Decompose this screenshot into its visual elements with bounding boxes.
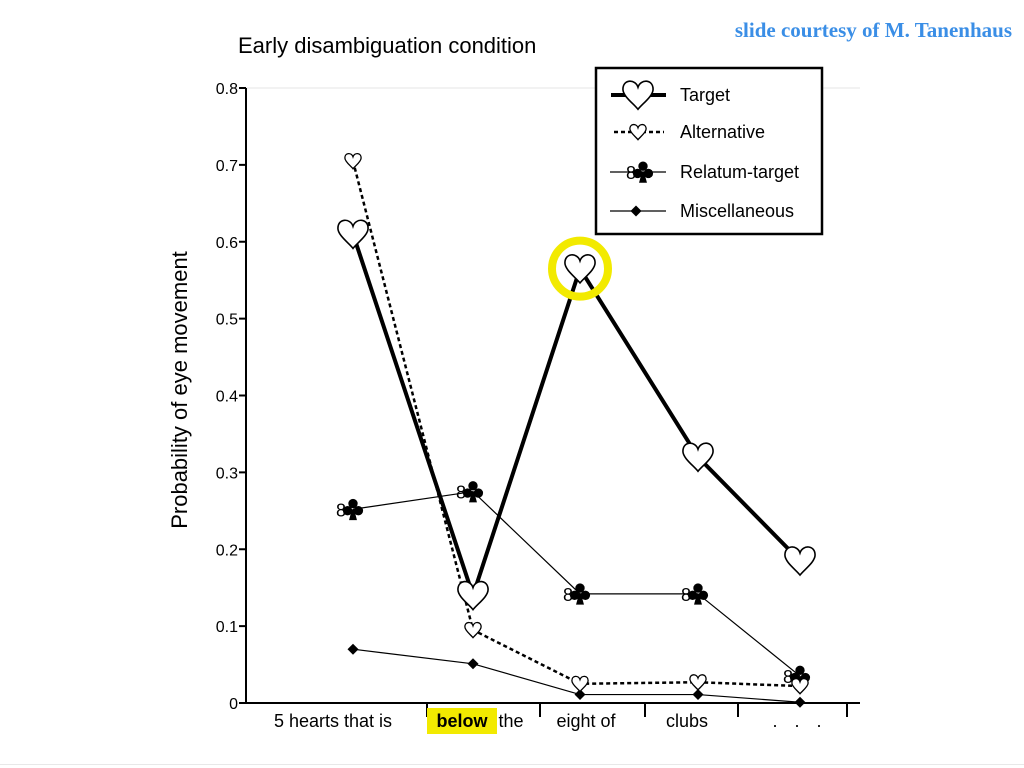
legend-marker-miscellaneous — [630, 205, 642, 217]
marker-alternative — [344, 152, 362, 170]
x-category-label: . . . — [772, 711, 827, 731]
y-tick-label: 0.6 — [216, 235, 238, 252]
marker-target — [337, 219, 369, 250]
legend-marker-target — [622, 80, 654, 111]
marker-relatum-target: 8 — [681, 583, 709, 605]
series-line-relatum-target — [352, 490, 801, 677]
marker-miscellaneous — [574, 689, 586, 701]
marker-target — [564, 254, 596, 285]
y-tick-label: 0.8 — [216, 81, 238, 98]
marker-relatum-target: 8 — [563, 583, 591, 605]
marker-relatum-target: 8 — [336, 498, 364, 520]
highlight-circle — [548, 236, 612, 301]
y-tick-label: 0 — [229, 696, 238, 713]
marker-alternative — [791, 678, 809, 695]
legend-label: Alternative — [680, 122, 765, 142]
marker-target — [784, 546, 816, 577]
series-line-target — [351, 233, 802, 602]
marker-alternative — [689, 674, 707, 692]
plot-area: 0 0.1 0.2 0.3 0.4 0.5 0.6 0.7 0.8 5 hearts that i… — [216, 66, 860, 734]
y-tick-label: 0.1 — [216, 619, 238, 636]
x-label-highlight — [427, 708, 497, 734]
marker-miscellaneous — [692, 689, 704, 701]
marker-alternative — [464, 621, 482, 639]
svg-text:8: 8 — [783, 667, 793, 687]
slide-divider — [0, 764, 1024, 765]
x-category-label: the — [498, 711, 523, 731]
x-category-label: 5 hearts that is — [274, 711, 392, 731]
marker-miscellaneous — [794, 696, 806, 708]
svg-text:8: 8 — [626, 163, 636, 183]
y-tick-label: 0.7 — [216, 158, 238, 175]
slide-credit: slide courtesy of M. Tanenhaus — [734, 18, 1012, 42]
legend-label: Miscellaneous — [680, 201, 794, 221]
y-tick-label: 0.2 — [216, 542, 238, 559]
marker-target — [682, 442, 714, 473]
marker-miscellaneous — [467, 658, 479, 670]
legend-label: Relatum-target — [680, 162, 799, 182]
svg-text:8: 8 — [681, 585, 691, 605]
legend: Target Alternative 8 Relatum-target Miscella… — [594, 66, 824, 236]
marker-alternative — [571, 675, 589, 693]
svg-text:8: 8 — [563, 585, 573, 605]
y-axis-label: Probability of eye movement — [167, 251, 192, 529]
x-category-label: below — [436, 711, 488, 731]
y-tick-label: 0.5 — [216, 312, 238, 329]
y-tick-label: 0.4 — [216, 389, 238, 406]
svg-text:8: 8 — [456, 483, 466, 503]
legend-label: Target — [680, 85, 730, 105]
y-tick-label: 0.3 — [216, 465, 238, 482]
svg-text:8: 8 — [336, 500, 346, 520]
marker-relatum-target: 8 — [456, 481, 484, 503]
legend-marker-relatum-target: 8 — [626, 161, 654, 183]
marker-target — [457, 580, 489, 612]
x-category-label: clubs — [666, 711, 708, 731]
chart-title: Early disambiguation condition — [238, 33, 536, 58]
marker-miscellaneous — [347, 643, 359, 655]
legend-marker-alternative — [629, 123, 647, 141]
x-category-label: eight of — [556, 711, 616, 731]
